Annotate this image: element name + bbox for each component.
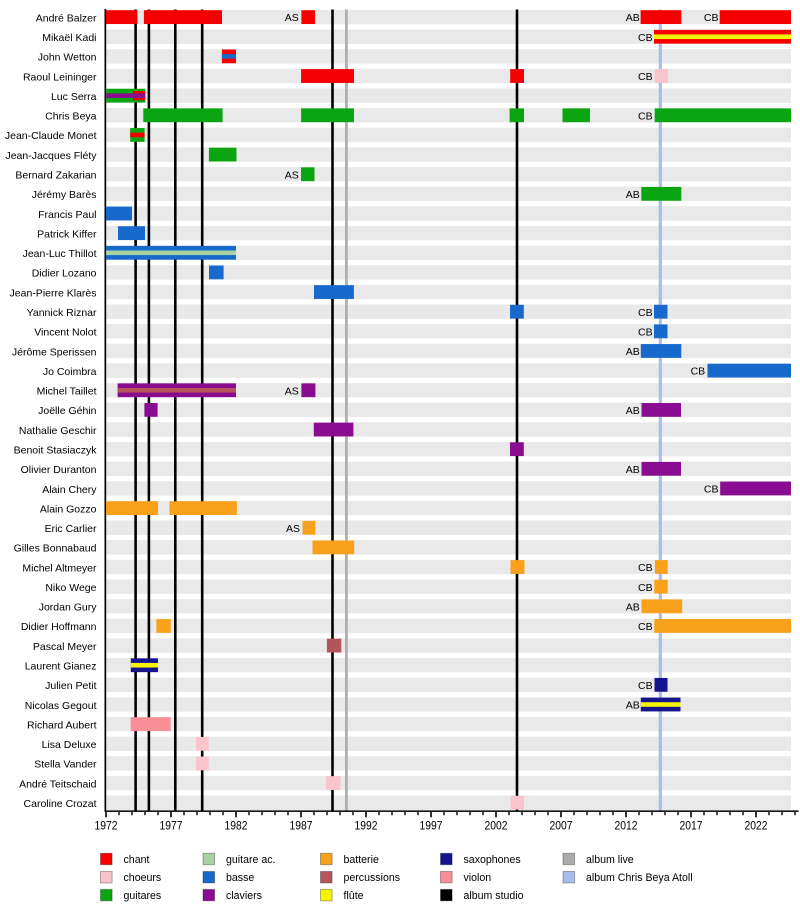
svg-text:Patrick Kiffer: Patrick Kiffer [37, 228, 97, 240]
svg-text:2002: 2002 [485, 821, 508, 833]
svg-text:saxophones: saxophones [464, 854, 521, 866]
svg-text:AB: AB [626, 346, 640, 358]
svg-text:Jérémy Barès: Jérémy Barès [32, 189, 97, 201]
svg-text:Pascal Meyer: Pascal Meyer [33, 641, 97, 653]
svg-text:Jo Coimbra: Jo Coimbra [43, 366, 97, 378]
svg-text:Benoit Stasiaczyk: Benoit Stasiaczyk [14, 444, 98, 456]
svg-text:claviers: claviers [226, 890, 262, 902]
svg-text:percussions: percussions [344, 872, 401, 884]
svg-text:Niko Wege: Niko Wege [45, 582, 96, 594]
svg-text:CB: CB [638, 582, 653, 594]
svg-text:Laurent Gianez: Laurent Gianez [25, 661, 97, 673]
svg-text:Luc Serra: Luc Serra [51, 91, 97, 103]
svg-text:AB: AB [626, 601, 640, 613]
svg-text:Gilles Bonnabaud: Gilles Bonnabaud [14, 543, 97, 555]
svg-text:CB: CB [638, 562, 653, 574]
svg-text:batterie: batterie [344, 854, 379, 866]
svg-text:2012: 2012 [615, 821, 638, 833]
svg-text:guitares: guitares [124, 890, 162, 902]
svg-text:1972: 1972 [95, 821, 118, 833]
svg-text:CB: CB [704, 484, 719, 496]
svg-text:Yannick Riznar: Yannick Riznar [27, 307, 97, 319]
svg-text:AB: AB [626, 12, 640, 24]
svg-text:John Wetton: John Wetton [38, 52, 97, 64]
svg-text:Olivier Duranton: Olivier Duranton [21, 464, 97, 476]
svg-text:AB: AB [626, 464, 640, 476]
svg-text:album Chris Beya Atoll: album Chris Beya Atoll [586, 872, 693, 884]
svg-text:album live: album live [586, 854, 634, 866]
svg-text:album studio: album studio [464, 890, 524, 902]
svg-text:Caroline Crozat: Caroline Crozat [24, 798, 97, 810]
svg-text:Jordan Gury: Jordan Gury [39, 602, 98, 614]
svg-text:AS: AS [286, 523, 300, 535]
svg-text:Didier Lozano: Didier Lozano [32, 268, 97, 280]
svg-text:AB: AB [626, 189, 640, 201]
svg-text:1977: 1977 [160, 821, 183, 833]
svg-text:flûte: flûte [344, 890, 364, 902]
svg-text:Julien Petit: Julien Petit [45, 680, 96, 692]
svg-text:Lisa Deluxe: Lisa Deluxe [42, 739, 97, 751]
svg-text:2017: 2017 [680, 821, 703, 833]
svg-text:1992: 1992 [355, 821, 378, 833]
svg-text:Jean-Claude Monet: Jean-Claude Monet [5, 130, 97, 142]
svg-text:Alain Gozzo: Alain Gozzo [40, 503, 97, 515]
svg-text:2022: 2022 [745, 821, 768, 833]
svg-text:CB: CB [638, 32, 653, 44]
svg-text:Jean-Jacques Fléty: Jean-Jacques Fléty [5, 150, 97, 162]
svg-text:Chris Beya: Chris Beya [45, 111, 97, 123]
svg-text:guitare ac.: guitare ac. [226, 854, 275, 866]
svg-text:Alain Chery: Alain Chery [42, 484, 97, 496]
svg-text:CB: CB [638, 71, 653, 83]
svg-text:CB: CB [704, 12, 719, 24]
svg-text:Jérôme Sperissen: Jérôme Sperissen [12, 346, 97, 358]
svg-text:André Balzer: André Balzer [36, 12, 97, 24]
svg-text:2007: 2007 [550, 821, 573, 833]
svg-text:CB: CB [638, 110, 653, 122]
svg-text:Didier Hoffmann: Didier Hoffmann [21, 621, 97, 633]
svg-text:Francis Paul: Francis Paul [38, 209, 96, 221]
svg-text:AB: AB [626, 405, 640, 417]
svg-text:Eric Carlier: Eric Carlier [45, 523, 97, 535]
svg-text:André Teitschaid: André Teitschaid [19, 778, 97, 790]
svg-text:Stella Vander: Stella Vander [34, 759, 97, 771]
svg-text:AB: AB [626, 700, 640, 712]
svg-text:Nathalie Geschir: Nathalie Geschir [19, 425, 97, 437]
svg-text:AS: AS [285, 385, 299, 397]
svg-text:AS: AS [285, 12, 299, 24]
svg-text:CB: CB [638, 307, 653, 319]
svg-text:Michel Altmeyer: Michel Altmeyer [22, 562, 97, 574]
svg-text:1982: 1982 [225, 821, 248, 833]
svg-text:1987: 1987 [290, 821, 313, 833]
svg-text:Vincent Nolot: Vincent Nolot [34, 327, 96, 339]
svg-text:AS: AS [285, 169, 299, 181]
svg-text:choeurs: choeurs [124, 872, 162, 884]
svg-text:CB: CB [691, 366, 706, 378]
svg-text:Jean-Luc Thillot: Jean-Luc Thillot [23, 248, 97, 260]
svg-text:Joëlle Géhin: Joëlle Géhin [38, 405, 97, 417]
svg-text:Raoul Leininger: Raoul Leininger [23, 71, 97, 83]
svg-text:Bernard Zakarian: Bernard Zakarian [15, 170, 96, 182]
svg-text:Jean-Pierre Klarès: Jean-Pierre Klarès [10, 287, 97, 299]
svg-text:chant: chant [124, 854, 150, 866]
svg-text:CB: CB [638, 621, 653, 633]
svg-text:Nicolas Gegout: Nicolas Gegout [25, 700, 97, 712]
svg-text:CB: CB [638, 326, 653, 338]
svg-text:Mikaël Kadi: Mikaël Kadi [42, 32, 96, 44]
svg-text:Michel Taillet: Michel Taillet [37, 386, 97, 398]
svg-text:CB: CB [638, 680, 653, 692]
svg-text:basse: basse [226, 872, 254, 884]
svg-text:violon: violon [464, 872, 492, 884]
svg-text:Richard Aubert: Richard Aubert [27, 719, 97, 731]
svg-text:1997: 1997 [420, 821, 443, 833]
